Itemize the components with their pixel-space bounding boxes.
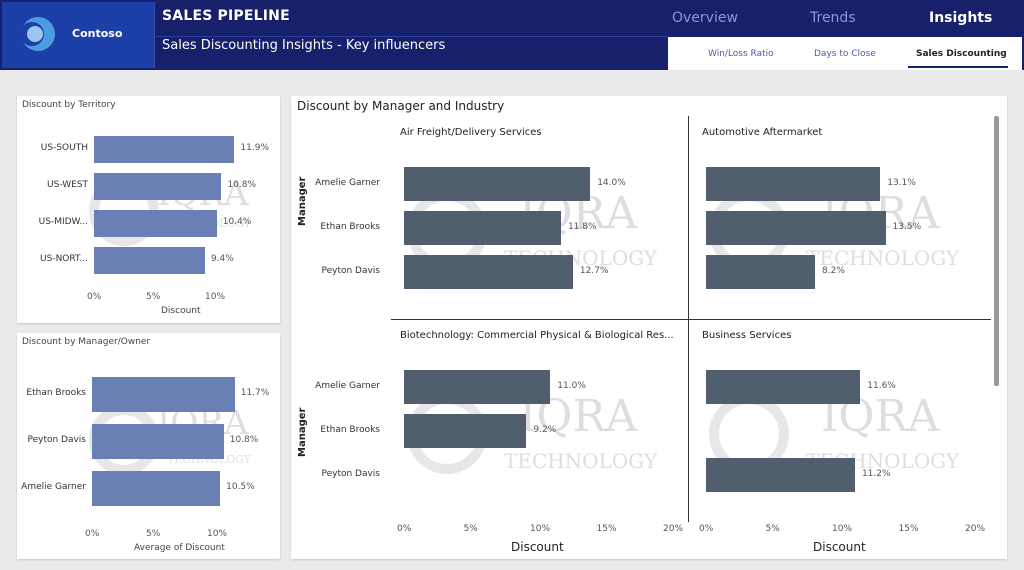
- x-tick-label: 10%: [832, 524, 853, 534]
- data-label: 13.5%: [892, 222, 922, 232]
- data-label: 10.5%: [226, 482, 255, 492]
- bar[interactable]: [404, 167, 591, 201]
- data-label: 11.9%: [240, 143, 269, 153]
- territory-title: Discount by Territory: [22, 100, 116, 110]
- bar[interactable]: [94, 246, 205, 274]
- data-label: 11.7%: [240, 388, 270, 398]
- brand-name: Contoso: [72, 27, 123, 40]
- nav-insights[interactable]: Insights: [929, 10, 993, 26]
- owner-title: Discount by Manager/Owner: [22, 337, 151, 347]
- x-tick-label: 5%: [146, 529, 161, 539]
- bar[interactable]: [404, 370, 551, 404]
- vertical-scrollbar[interactable]: [994, 116, 999, 386]
- bar[interactable]: [706, 211, 886, 245]
- manager-label: Ethan Brooks: [320, 222, 380, 232]
- contoso-logo-icon: [20, 17, 55, 51]
- x-tick-label: 0%: [85, 529, 100, 539]
- category-label: US-NORT...: [40, 254, 88, 264]
- subnav-bar: Win/Loss Ratio Days to Close Sales Disco…: [668, 37, 1022, 70]
- x-tick-label: 10%: [205, 292, 226, 302]
- x-tick-label: 5%: [765, 524, 780, 534]
- subnav-win-loss[interactable]: Win/Loss Ratio: [708, 49, 774, 59]
- industry-panel: Discount by Manager and Industry Manager…: [291, 96, 1007, 559]
- data-label: 13.1%: [887, 178, 916, 188]
- manager-label: Amelie Garner: [315, 178, 380, 188]
- data-label: 9.4%: [210, 254, 234, 264]
- x-tick-label: 0%: [397, 524, 412, 534]
- bar[interactable]: [94, 172, 222, 200]
- bar[interactable]: [706, 370, 861, 404]
- bar[interactable]: [92, 470, 221, 506]
- x-tick-label: 5%: [146, 292, 161, 302]
- category-label: US-SOUTH: [40, 143, 88, 153]
- data-label: 11.0%: [557, 381, 586, 391]
- data-label: 11.8%: [567, 222, 597, 232]
- category-label: US-WEST: [47, 180, 88, 190]
- brand-block: Contoso: [2, 2, 154, 68]
- x-tick-label: 20%: [965, 524, 986, 534]
- category-label: Ethan Brooks: [26, 388, 86, 398]
- industry-title: Discount by Manager and Industry: [297, 99, 505, 113]
- subnav-days-to-close[interactable]: Days to Close: [814, 49, 876, 59]
- manager-label: Peyton Davis: [321, 266, 380, 276]
- bar[interactable]: [94, 135, 235, 163]
- bar[interactable]: [94, 209, 217, 237]
- data-label: 9.2%: [533, 425, 557, 435]
- bar[interactable]: [404, 414, 527, 448]
- data-label: 10.8%: [227, 180, 257, 190]
- industry-panel-title: Biotechnology: Commercial Physical & Bio…: [400, 330, 674, 341]
- x-tick-label: 0%: [87, 292, 102, 302]
- x-axis-title-right: Discount: [813, 540, 866, 554]
- page-title: SALES PIPELINE: [162, 8, 290, 24]
- bar[interactable]: [92, 376, 235, 412]
- x-axis-title: Average of Discount: [134, 543, 225, 553]
- category-label: US-MIDW...: [38, 217, 88, 227]
- bar[interactable]: [706, 255, 816, 289]
- category-label: Amelie Garner: [21, 482, 86, 492]
- x-tick-label: 10%: [207, 529, 228, 539]
- manager-label: Amelie Garner: [315, 381, 380, 391]
- quadrant-divider-horizontal: [391, 319, 991, 320]
- data-label: 10.8%: [229, 435, 259, 445]
- page-subtitle: Sales Discounting Insights - Key influen…: [162, 38, 446, 53]
- nav-overview[interactable]: Overview: [672, 10, 738, 26]
- data-label: 12.7%: [579, 266, 609, 276]
- x-tick-label: 20%: [663, 524, 684, 534]
- x-tick-label: 15%: [898, 524, 919, 534]
- title-divider: [155, 36, 668, 37]
- bar[interactable]: [706, 167, 881, 201]
- category-label: Peyton Davis: [27, 435, 86, 445]
- bar[interactable]: [92, 423, 224, 459]
- territory-panel: Discount by Territory IQRA TECHNOLOGY US…: [17, 96, 280, 323]
- data-label: 11.2%: [861, 469, 891, 479]
- data-label: 8.2%: [822, 266, 845, 276]
- data-label: 14.0%: [597, 178, 626, 188]
- data-label: 11.6%: [867, 381, 896, 391]
- industry-panel-title: Automotive Aftermarket: [702, 127, 823, 138]
- brand-divider: [154, 2, 155, 68]
- x-tick-label: 10%: [530, 524, 551, 534]
- x-axis-title: Discount: [161, 306, 201, 316]
- x-tick-label: 5%: [463, 524, 478, 534]
- manager-label: Peyton Davis: [321, 469, 380, 479]
- x-axis-title-left: Discount: [511, 540, 564, 554]
- owner-panel: Discount by Manager/Owner IQRA TECHNOLOG…: [17, 333, 280, 559]
- industry-panel-title: Business Services: [702, 330, 792, 341]
- bar[interactable]: [404, 255, 573, 289]
- subnav-active-underline: [908, 66, 1008, 68]
- industry-panel-title: Air Freight/Delivery Services: [400, 127, 542, 138]
- data-label: 10.4%: [222, 217, 252, 227]
- watermark-subtext: TECHNOLOGY: [504, 449, 658, 473]
- report-header: Contoso SALES PIPELINE Sales Discounting…: [0, 0, 1024, 70]
- manager-label: Ethan Brooks: [320, 425, 380, 435]
- x-tick-label: 0%: [699, 524, 714, 534]
- subnav-sales-discounting[interactable]: Sales Discounting: [916, 49, 1007, 59]
- nav-trends[interactable]: Trends: [810, 10, 856, 26]
- x-tick-label: 15%: [596, 524, 617, 534]
- bar[interactable]: [404, 211, 561, 245]
- bar[interactable]: [706, 458, 855, 492]
